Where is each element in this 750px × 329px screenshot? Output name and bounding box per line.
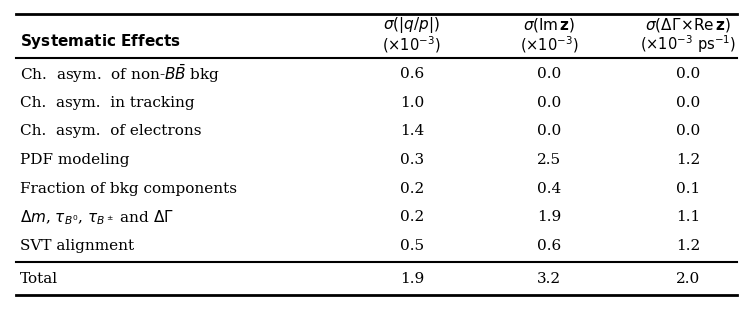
Text: 1.1: 1.1 [676, 211, 700, 224]
Text: $\sigma(\mathrm{Im}\,\mathbf{z})$: $\sigma(\mathrm{Im}\,\mathbf{z})$ [523, 16, 575, 34]
Text: 1.0: 1.0 [400, 95, 424, 110]
Text: Ch.  asym.  of non-$B\bar{B}$ bkg: Ch. asym. of non-$B\bar{B}$ bkg [20, 63, 220, 85]
Text: 3.2: 3.2 [537, 272, 561, 286]
Text: 0.2: 0.2 [400, 211, 424, 224]
Text: 0.0: 0.0 [537, 67, 561, 81]
Text: SVT alignment: SVT alignment [20, 239, 134, 253]
Text: 0.1: 0.1 [676, 182, 700, 196]
Text: Fraction of bkg components: Fraction of bkg components [20, 182, 237, 196]
Text: 2.0: 2.0 [676, 272, 700, 286]
Text: 0.4: 0.4 [537, 182, 561, 196]
Text: $(\times10^{-3})$: $(\times10^{-3})$ [382, 34, 441, 55]
Text: PDF modeling: PDF modeling [20, 153, 130, 167]
Text: 0.0: 0.0 [676, 67, 700, 81]
Text: 1.2: 1.2 [676, 153, 700, 167]
Text: 0.0: 0.0 [537, 124, 561, 138]
Text: 0.6: 0.6 [400, 67, 424, 81]
Text: Total: Total [20, 272, 58, 286]
Text: 0.0: 0.0 [537, 95, 561, 110]
Text: Ch.  asym.  of electrons: Ch. asym. of electrons [20, 124, 202, 138]
Text: $\Delta m$, $\tau_{B^0}$, $\tau_{B^\pm}$ and $\Delta\Gamma$: $\Delta m$, $\tau_{B^0}$, $\tau_{B^\pm}$… [20, 208, 174, 227]
Text: 0.0: 0.0 [676, 95, 700, 110]
Text: 0.5: 0.5 [400, 239, 424, 253]
Text: 1.9: 1.9 [400, 272, 424, 286]
Text: 1.2: 1.2 [676, 239, 700, 253]
Text: $(\times10^{-3}\ \mathrm{ps}^{-1})$: $(\times10^{-3}\ \mathrm{ps}^{-1})$ [640, 34, 736, 55]
Text: 2.5: 2.5 [537, 153, 561, 167]
Text: $\sigma(|q/p|)$: $\sigma(|q/p|)$ [383, 15, 440, 35]
Text: 0.0: 0.0 [676, 124, 700, 138]
Text: $(\times10^{-3})$: $(\times10^{-3})$ [520, 34, 578, 55]
Text: $\mathbf{Systematic\ Effects}$: $\mathbf{Systematic\ Effects}$ [20, 32, 181, 51]
Text: $\sigma(\Delta\Gamma\!\times\!\mathrm{Re}\,\mathbf{z})$: $\sigma(\Delta\Gamma\!\times\!\mathrm{Re… [646, 16, 731, 34]
Text: 0.6: 0.6 [537, 239, 561, 253]
Text: 1.4: 1.4 [400, 124, 424, 138]
Text: 0.3: 0.3 [400, 153, 424, 167]
Text: 0.2: 0.2 [400, 182, 424, 196]
Text: 1.9: 1.9 [537, 211, 561, 224]
Text: Ch.  asym.  in tracking: Ch. asym. in tracking [20, 95, 194, 110]
